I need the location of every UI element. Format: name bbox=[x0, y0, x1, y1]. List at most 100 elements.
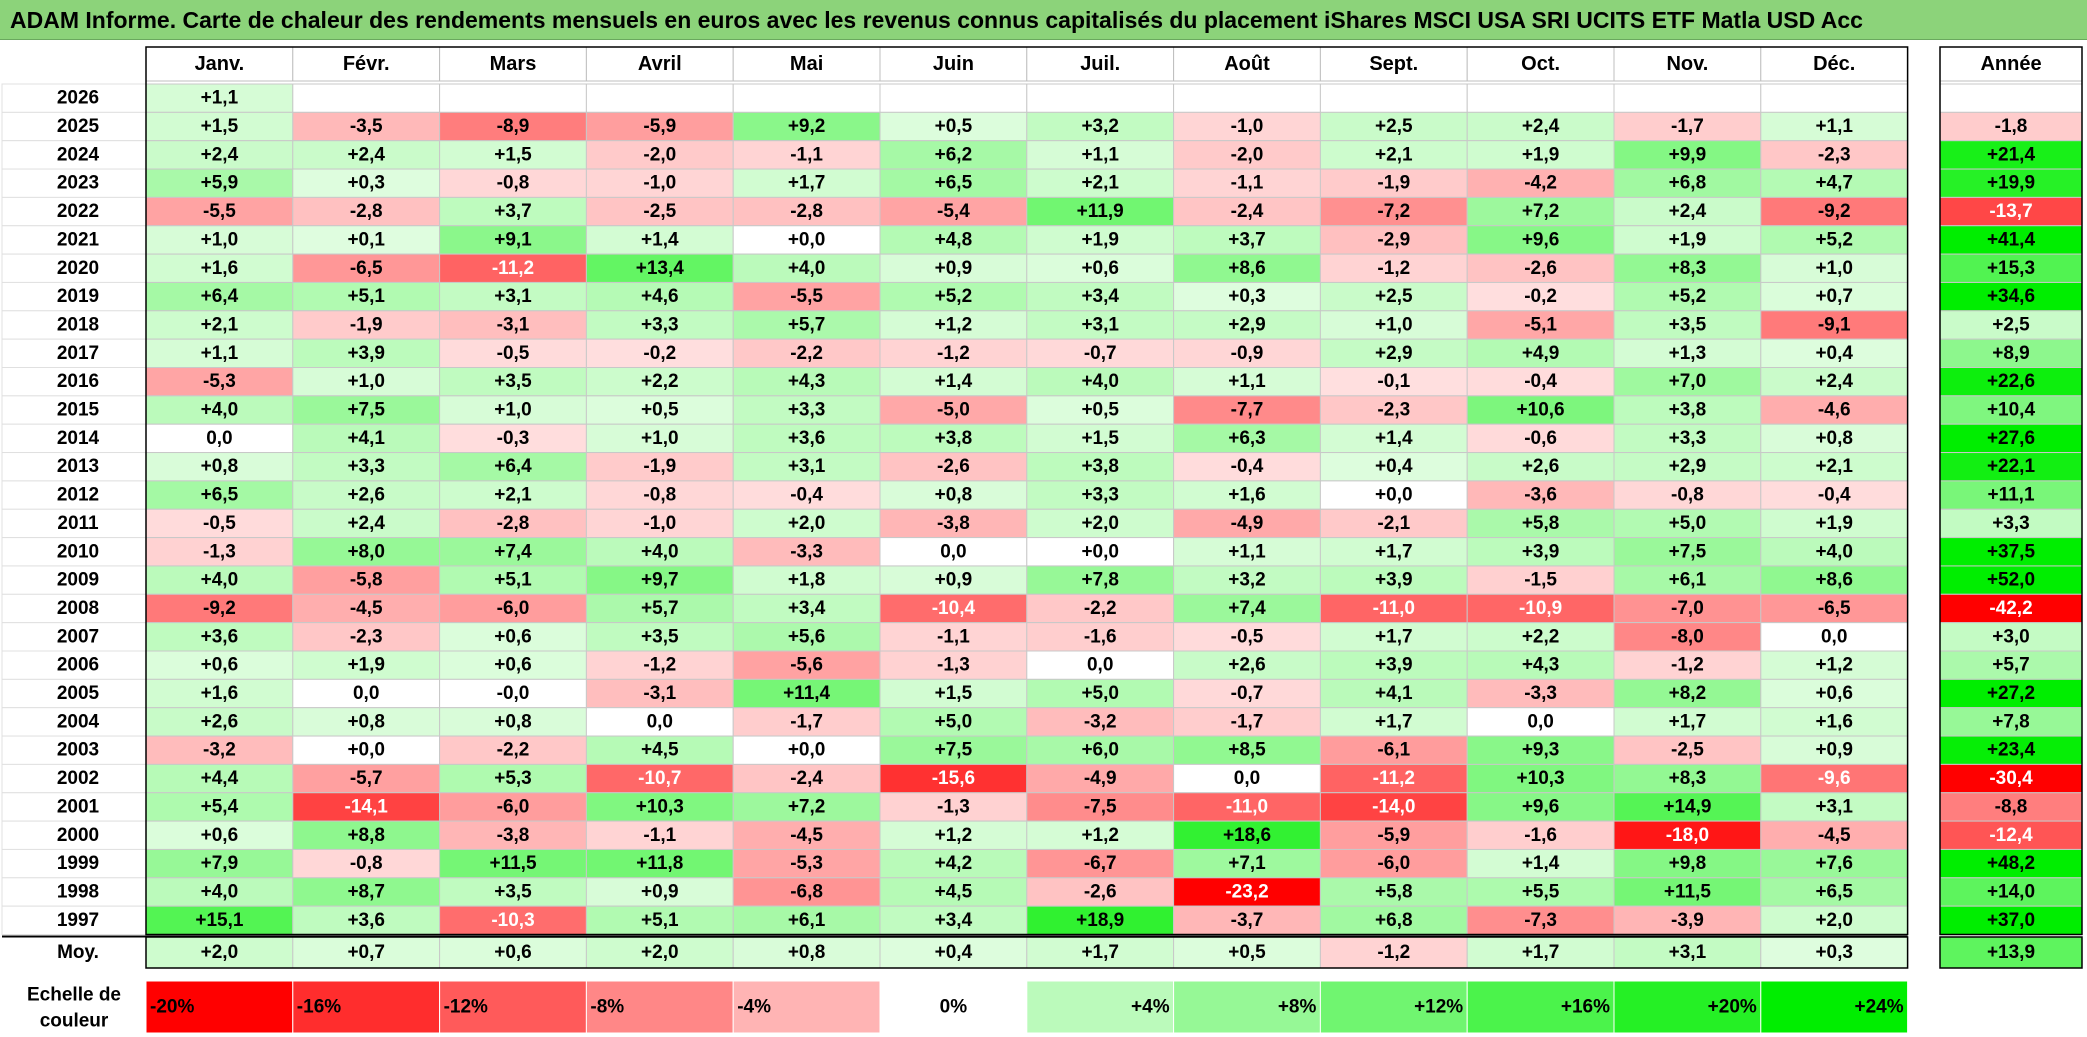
heatmap-cell-value: +9,2 bbox=[788, 116, 826, 137]
heatmap-cell-value: -1,2 bbox=[1671, 655, 1704, 676]
heatmap-cell bbox=[879, 537, 1028, 567]
heatmap-cell-value: +3,2 bbox=[1228, 570, 1266, 591]
heatmap-cell bbox=[1319, 83, 1468, 113]
annual-cell-value: +52,0 bbox=[1987, 570, 2035, 591]
heatmap-cell bbox=[145, 423, 294, 454]
heatmap-cell bbox=[145, 111, 294, 142]
heatmap-cell-value: +3,3 bbox=[1081, 485, 1119, 506]
year-label: 2004 bbox=[57, 711, 100, 732]
average-annual-border bbox=[1939, 936, 2083, 969]
year-label-cell bbox=[1, 820, 147, 850]
heatmap-cell bbox=[1760, 905, 1909, 936]
heatmap-cell bbox=[879, 707, 1028, 737]
heatmap-cell-value: +4,9 bbox=[1522, 343, 1560, 364]
heatmap-cell-value: -0,3 bbox=[497, 428, 530, 449]
year-label: 2024 bbox=[57, 144, 100, 165]
column-header-label: Sept. bbox=[1369, 53, 1418, 75]
heatmap-cell-value: -2,6 bbox=[937, 456, 970, 477]
annual-cell bbox=[1939, 537, 2083, 567]
heatmap-cell bbox=[439, 650, 587, 680]
heatmap-cell-value: -1,2 bbox=[937, 343, 970, 364]
heatmap-cell-value: +0,9 bbox=[935, 258, 973, 279]
average-cell-value: +0,5 bbox=[1228, 942, 1266, 963]
annual-cell-value: +37,0 bbox=[1987, 910, 2035, 931]
heatmap-cell-value: -5,8 bbox=[350, 570, 383, 591]
heatmap-cell bbox=[732, 763, 881, 794]
heatmap-cell-value: +0,8 bbox=[201, 456, 239, 477]
heatmap-cell-value: +0,4 bbox=[1815, 343, 1853, 364]
heatmap-cell-value: +5,9 bbox=[201, 173, 239, 194]
legend-swatch bbox=[585, 980, 734, 1034]
heatmap-cell-value: +11,4 bbox=[783, 683, 830, 704]
heatmap-cell-value: -2,1 bbox=[1377, 513, 1410, 534]
heatmap-cell bbox=[732, 140, 881, 170]
heatmap-cell-value: -0,7 bbox=[1231, 683, 1264, 704]
annual-cell-value: +8,9 bbox=[1992, 343, 2030, 364]
annual-cell-value: +15,3 bbox=[1987, 258, 2035, 279]
year-label: 2005 bbox=[57, 683, 100, 704]
heatmap-cell-value: +4,2 bbox=[935, 853, 973, 874]
heatmap-cell bbox=[585, 395, 734, 425]
year-label: 1998 bbox=[57, 881, 99, 902]
heatmap-cell-value: -3,2 bbox=[1084, 711, 1117, 732]
annual-cell-value: +3,0 bbox=[1992, 626, 2030, 647]
heatmap-cell bbox=[879, 196, 1028, 227]
heatmap-cell bbox=[292, 310, 441, 340]
heatmap-cell-value: -9,1 bbox=[1818, 314, 1851, 335]
heatmap-cell-value: -0,7 bbox=[1084, 343, 1117, 364]
heatmap-cell bbox=[145, 678, 294, 709]
average-cell bbox=[1173, 936, 1321, 969]
heatmap-cell bbox=[1319, 593, 1468, 624]
heatmap-cell bbox=[1173, 622, 1321, 652]
heatmap-cell-value: +3,1 bbox=[788, 456, 826, 477]
heatmap-cell-value: -0,5 bbox=[497, 343, 530, 364]
heatmap-cell-value: +3,5 bbox=[494, 881, 532, 902]
heatmap-cell bbox=[292, 678, 441, 709]
heatmap-cell-value: 0,0 bbox=[206, 428, 232, 449]
heatmap-cell bbox=[1319, 140, 1468, 170]
heatmap-cell-value: -3,8 bbox=[497, 825, 530, 846]
average-cell-value: +1,7 bbox=[1081, 942, 1119, 963]
heatmap-cell-value: -9,2 bbox=[1818, 201, 1851, 222]
heatmap-cell bbox=[1026, 537, 1175, 567]
column-header-label: Nov. bbox=[1666, 53, 1708, 75]
heatmap-cell-value: -6,5 bbox=[350, 258, 383, 279]
heatmap-cell bbox=[1173, 480, 1321, 510]
heatmap-cell-value: +1,2 bbox=[935, 825, 973, 846]
annual-cell-value: -1,8 bbox=[1995, 116, 2028, 137]
heatmap-cell-value: +7,4 bbox=[494, 541, 532, 562]
heatmap-cell-value: +8,6 bbox=[1815, 570, 1853, 591]
average-cell bbox=[585, 936, 734, 969]
heatmap-cell-value: +3,1 bbox=[494, 286, 532, 307]
heatmap-cell bbox=[879, 225, 1028, 255]
legend-swatch bbox=[879, 980, 1028, 1034]
column-header-label: Mars bbox=[490, 53, 537, 75]
legend-swatch bbox=[292, 980, 441, 1034]
heatmap-cell-value: -1,7 bbox=[1671, 116, 1704, 137]
annual-cell-value: +22,1 bbox=[1987, 456, 2036, 477]
heatmap-cell bbox=[145, 735, 294, 765]
heatmap-cell-value: +2,1 bbox=[494, 485, 532, 506]
year-label-cell bbox=[1, 395, 147, 425]
heatmap-cell-value: +4,1 bbox=[347, 428, 385, 449]
heatmap-cell-value: +5,2 bbox=[1815, 229, 1853, 250]
year-label: 2008 bbox=[57, 598, 99, 619]
heatmap-cell-value: +1,4 bbox=[641, 229, 679, 250]
annual-header-label: Année bbox=[1980, 53, 2041, 75]
heatmap-cell-value: +4,3 bbox=[788, 371, 826, 392]
heatmap-cell-value: -1,7 bbox=[790, 711, 823, 732]
heatmap-cell-value: 0,0 bbox=[940, 541, 966, 562]
heatmap-cell-value: +3,8 bbox=[1081, 456, 1119, 477]
heatmap-cell bbox=[1319, 225, 1468, 255]
average-cell bbox=[145, 936, 294, 969]
heatmap-cell-value: +1,9 bbox=[1522, 144, 1560, 165]
heatmap-cell bbox=[732, 196, 881, 227]
legend-stop-label: +12% bbox=[1414, 997, 1463, 1018]
heatmap-cell bbox=[1466, 111, 1615, 142]
average-annual-value: +13,9 bbox=[1987, 942, 2035, 963]
heatmap-cell bbox=[1026, 480, 1175, 510]
heatmap-cell-value: +5,1 bbox=[347, 286, 385, 307]
year-label: 2011 bbox=[57, 513, 99, 534]
heatmap-cell bbox=[1613, 83, 1762, 113]
heatmap-cell bbox=[1173, 83, 1321, 113]
